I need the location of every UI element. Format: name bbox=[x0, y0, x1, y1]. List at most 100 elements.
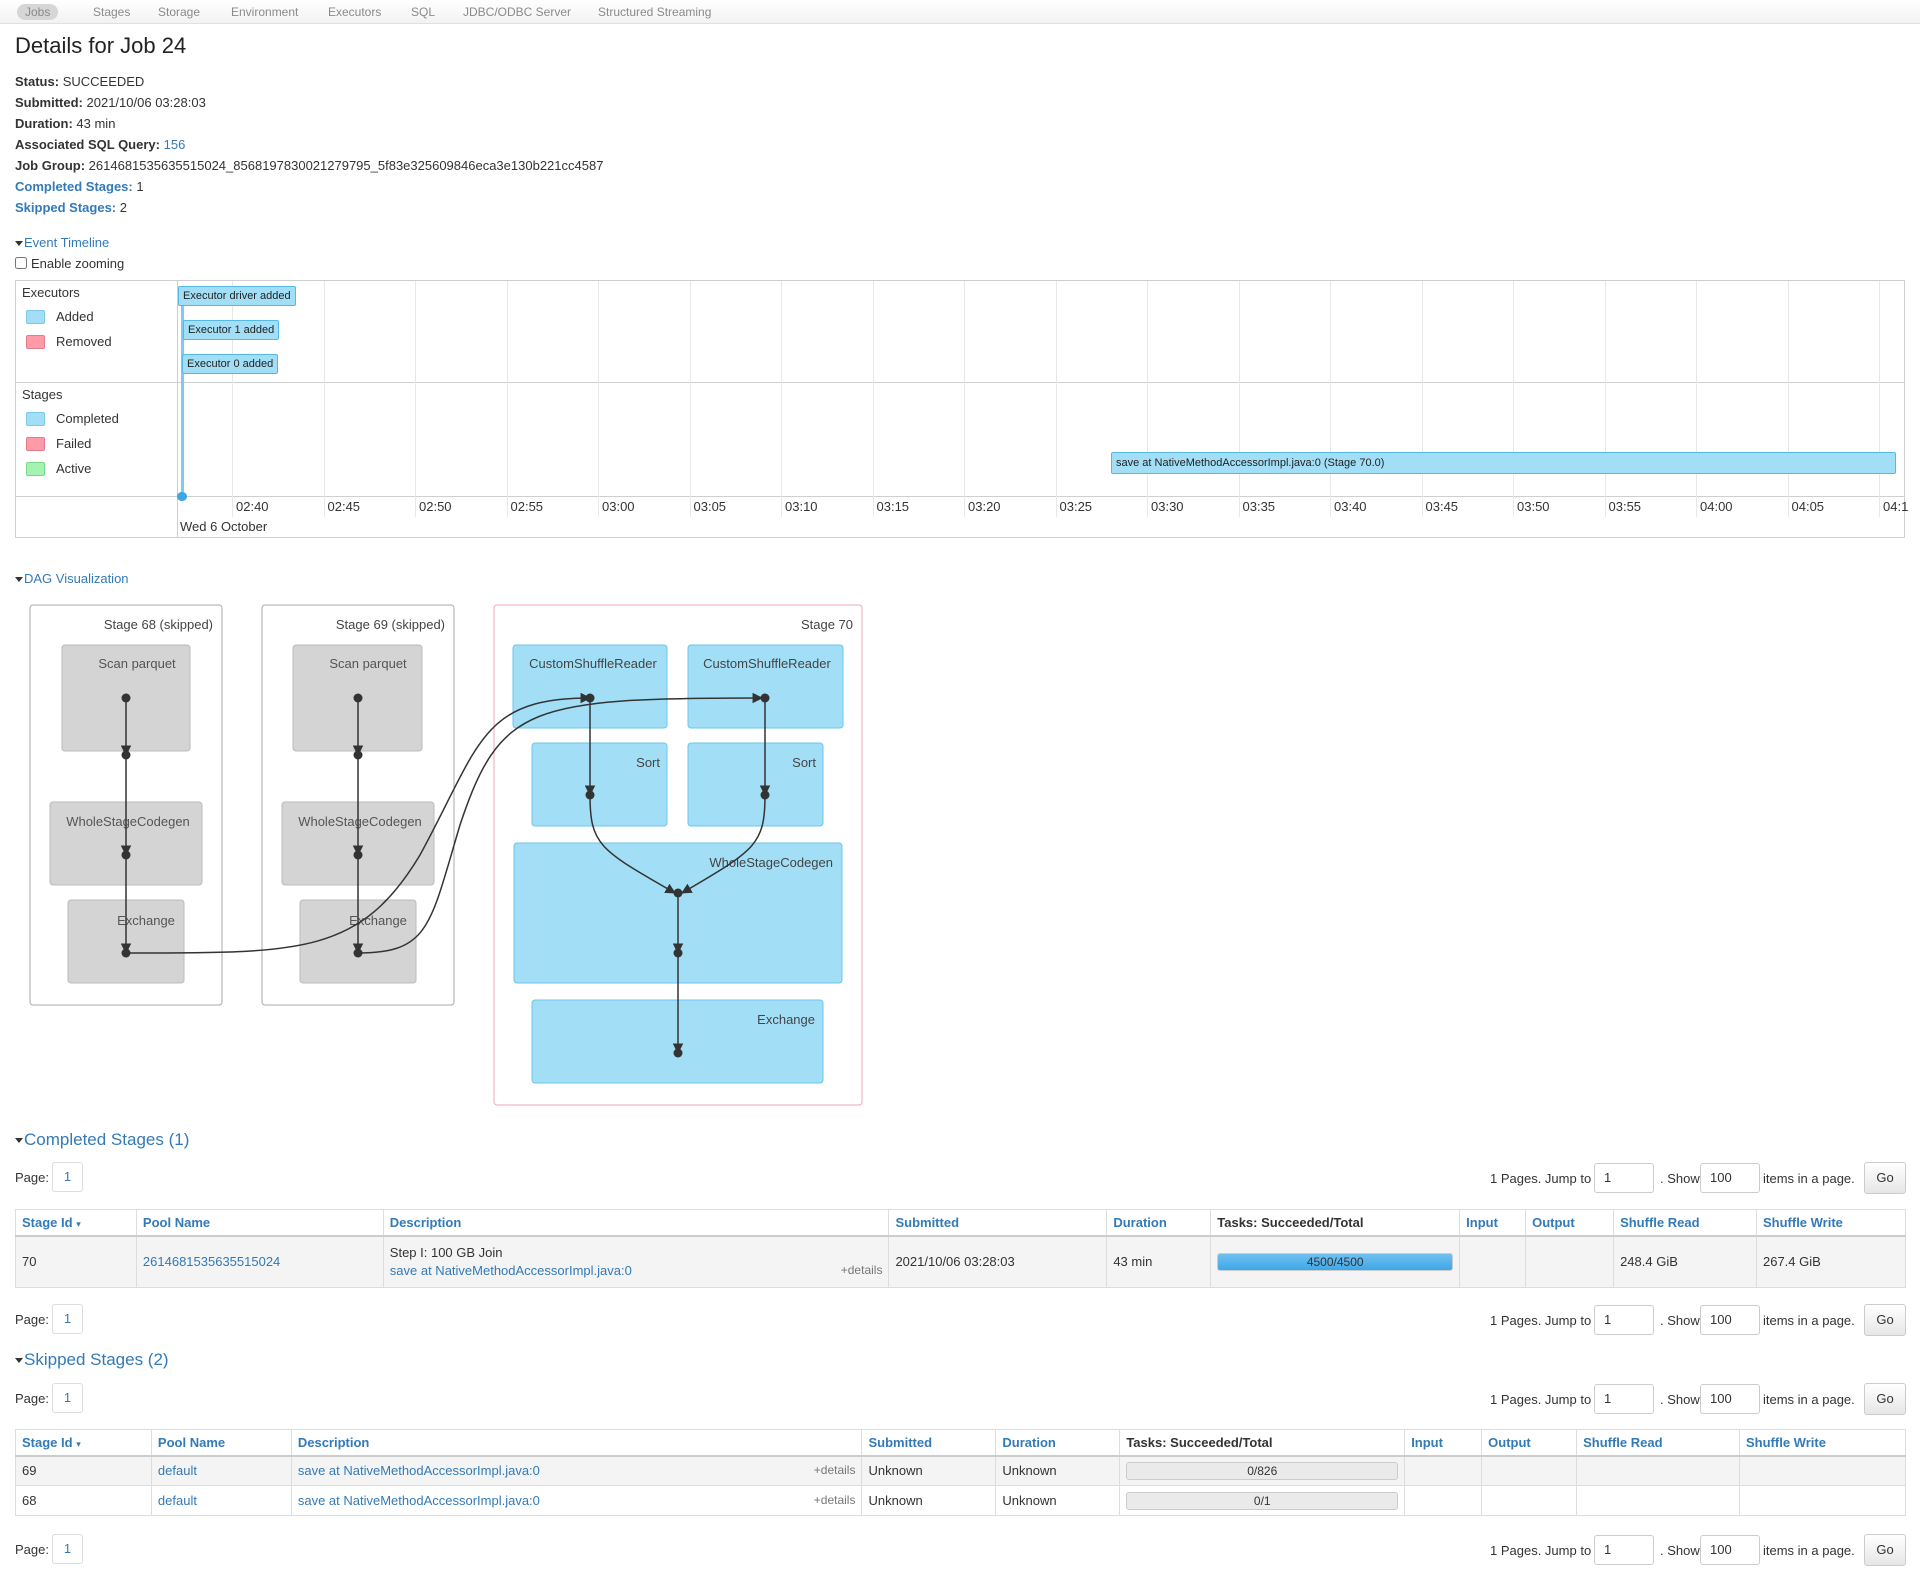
col-submitted[interactable]: Submitted bbox=[888, 1209, 1108, 1237]
cell-shuffle-write: 267.4 GiB bbox=[1755, 1235, 1907, 1288]
tab-storage[interactable]: Storage bbox=[158, 5, 201, 19]
skipped-jump-input-bottom[interactable]: 1 bbox=[1594, 1535, 1654, 1565]
details-toggle[interactable]: +details bbox=[813, 1463, 856, 1478]
pool-link[interactable]: default bbox=[157, 1493, 197, 1508]
col-shuffle-write[interactable]: Shuffle Write bbox=[1755, 1209, 1907, 1237]
col-stage-id[interactable]: Stage Id ▾ bbox=[15, 1429, 152, 1457]
sql-query-link[interactable]: 156 bbox=[163, 137, 186, 152]
col-pool-name[interactable]: Pool Name bbox=[135, 1209, 384, 1237]
executors-legend-title: Executors bbox=[22, 285, 80, 300]
skipped-show-input-top[interactable]: 100 bbox=[1700, 1384, 1760, 1414]
cell-shuffle-read: 248.4 GiB bbox=[1613, 1235, 1757, 1288]
skipped-stages-link[interactable]: Skipped Stages: bbox=[15, 200, 117, 215]
completed-page-1-top[interactable]: 1 bbox=[52, 1162, 83, 1192]
cell-submitted: Unknown bbox=[861, 1485, 997, 1516]
col-duration[interactable]: Duration bbox=[995, 1429, 1121, 1457]
stage-description-link[interactable]: save at NativeMethodAccessorImpl.java:0 bbox=[389, 1263, 632, 1279]
dag-node-label: Exchange bbox=[117, 913, 175, 928]
event-executor-driver-added[interactable]: Executor driver added bbox=[178, 286, 296, 306]
pool-link[interactable]: default bbox=[157, 1463, 197, 1479]
event-timeline-toggle[interactable]: Event Timeline bbox=[15, 235, 109, 250]
submitted-line: Submitted: 2021/10/06 03:28:03 bbox=[15, 95, 206, 110]
dag-node-label: Scan parquet bbox=[329, 656, 407, 671]
stage-description-link[interactable]: save at NativeMethodAccessorImpl.java:0 bbox=[297, 1493, 540, 1508]
tab-sql[interactable]: SQL bbox=[411, 5, 436, 19]
tasks-progress-bar: 0/1 bbox=[1126, 1491, 1399, 1510]
stage-description-link[interactable]: save at NativeMethodAccessorImpl.java:0 bbox=[297, 1463, 540, 1479]
pool-link[interactable]: 2614681535635515024 bbox=[142, 1254, 281, 1270]
dag-node-label: CustomShuffleReader bbox=[529, 656, 657, 671]
completed-page-1-bottom[interactable]: 1 bbox=[52, 1304, 83, 1334]
timeline-tick-label: 02:40 bbox=[236, 499, 269, 514]
timeline-gridline bbox=[872, 281, 874, 517]
event-executor-1-added[interactable]: Executor 1 added bbox=[183, 320, 280, 340]
tab-structured-streaming[interactable]: Structured Streaming bbox=[598, 5, 712, 19]
tab-executors[interactable]: Executors bbox=[328, 5, 382, 19]
col-output[interactable]: Output bbox=[1481, 1429, 1578, 1457]
timeline-gridline bbox=[689, 281, 691, 517]
col-stage-id[interactable]: Stage Id ▾ bbox=[15, 1209, 137, 1237]
tasks-progress-label: 0/1 bbox=[1253, 1493, 1271, 1508]
skipped-show-input-bottom[interactable]: 100 bbox=[1700, 1535, 1760, 1565]
timeline-label-divider bbox=[177, 281, 178, 537]
timeline-gridline bbox=[781, 281, 782, 517]
completed-go-button-bottom[interactable]: Go bbox=[1864, 1304, 1906, 1336]
cell-pool: default bbox=[150, 1455, 292, 1486]
skipped-go-button-bottom[interactable]: Go bbox=[1864, 1534, 1906, 1566]
cell-input bbox=[1459, 1235, 1527, 1288]
skipped-page-1-top[interactable]: 1 bbox=[52, 1383, 83, 1413]
col-input[interactable]: Input bbox=[1459, 1209, 1527, 1237]
submitted-value: 2021/10/06 03:28:03 bbox=[86, 95, 206, 110]
tab-jobs[interactable]: Jobs bbox=[17, 4, 59, 20]
timeline-tick-label: 02:45 bbox=[327, 499, 361, 514]
skipped-jump-input-top[interactable]: 1 bbox=[1594, 1384, 1654, 1414]
timeline-axis-line bbox=[16, 496, 1904, 497]
tab-stages[interactable]: Stages bbox=[93, 5, 131, 19]
dag-node-sort-2[interactable] bbox=[687, 742, 824, 827]
legend-active-label: Active bbox=[56, 461, 92, 476]
skipped-stages-title: Skipped Stages (2) bbox=[24, 1350, 169, 1369]
col-shuffle-read[interactable]: Shuffle Read bbox=[1613, 1209, 1757, 1237]
enable-zooming-checkbox[interactable] bbox=[15, 257, 27, 269]
description-title: Step I: 100 GB Join bbox=[389, 1245, 503, 1261]
details-toggle[interactable]: +details bbox=[813, 1493, 856, 1507]
tasks-progress-label: 4500/4500 bbox=[1306, 1254, 1364, 1269]
details-toggle[interactable]: +details bbox=[840, 1263, 883, 1278]
col-duration[interactable]: Duration bbox=[1106, 1209, 1212, 1237]
col-shuffle-read[interactable]: Shuffle Read bbox=[1576, 1429, 1740, 1457]
enable-zooming-label: Enable zooming bbox=[31, 256, 125, 271]
timeline-tick-label: 03:40 bbox=[1334, 499, 1367, 514]
dag-node-label: Scan parquet bbox=[98, 656, 176, 671]
completed-show-text-top: . Show bbox=[1660, 1171, 1700, 1186]
skipped-go-button-top[interactable]: Go bbox=[1864, 1383, 1906, 1415]
completed-show-input-bottom[interactable]: 100 bbox=[1700, 1305, 1760, 1335]
col-input[interactable]: Input bbox=[1404, 1429, 1483, 1457]
dag-node-label: Exchange bbox=[349, 913, 407, 928]
completed-stages-toggle[interactable]: Completed Stages (1) bbox=[15, 1130, 189, 1150]
completed-stages-link[interactable]: Completed Stages: bbox=[15, 179, 133, 194]
skipped-page-1-bottom[interactable]: 1 bbox=[52, 1534, 83, 1564]
tab-environment[interactable]: Environment bbox=[231, 5, 299, 19]
event-stage-70[interactable]: save at NativeMethodAccessorImpl.java:0 … bbox=[1111, 452, 1896, 474]
skipped-stages-toggle[interactable]: Skipped Stages (2) bbox=[15, 1350, 169, 1370]
col-shuffle-write[interactable]: Shuffle Write bbox=[1739, 1429, 1906, 1457]
completed-show-input-top[interactable]: 100 bbox=[1700, 1163, 1760, 1193]
tab-jdbc-odbc-server[interactable]: JDBC/ODBC Server bbox=[463, 5, 572, 19]
timeline-gridline bbox=[598, 281, 599, 517]
col-description[interactable]: Description bbox=[382, 1209, 890, 1237]
dag-node-sort-1[interactable] bbox=[531, 742, 668, 827]
col-description[interactable]: Description bbox=[290, 1429, 863, 1457]
timeline-gridline bbox=[1055, 281, 1057, 517]
col-submitted[interactable]: Submitted bbox=[861, 1429, 997, 1457]
timeline-gridline bbox=[1513, 281, 1514, 517]
completed-go-button-top[interactable]: Go bbox=[1864, 1162, 1906, 1194]
table-row: 70 2614681535635515024 Step I: 100 GB Jo… bbox=[15, 1235, 1907, 1288]
col-pool-name[interactable]: Pool Name bbox=[150, 1429, 292, 1457]
col-output[interactable]: Output bbox=[1525, 1209, 1615, 1237]
timeline-tick-label: 03:20 bbox=[968, 499, 1001, 514]
completed-jump-input-top[interactable]: 1 bbox=[1594, 1163, 1654, 1193]
skipped-show-text-top: . Show bbox=[1660, 1392, 1700, 1407]
completed-jump-input-bottom[interactable]: 1 bbox=[1594, 1305, 1654, 1335]
dag-visualization-toggle[interactable]: DAG Visualization bbox=[15, 571, 129, 586]
event-executor-0-added[interactable]: Executor 0 added bbox=[182, 354, 279, 374]
